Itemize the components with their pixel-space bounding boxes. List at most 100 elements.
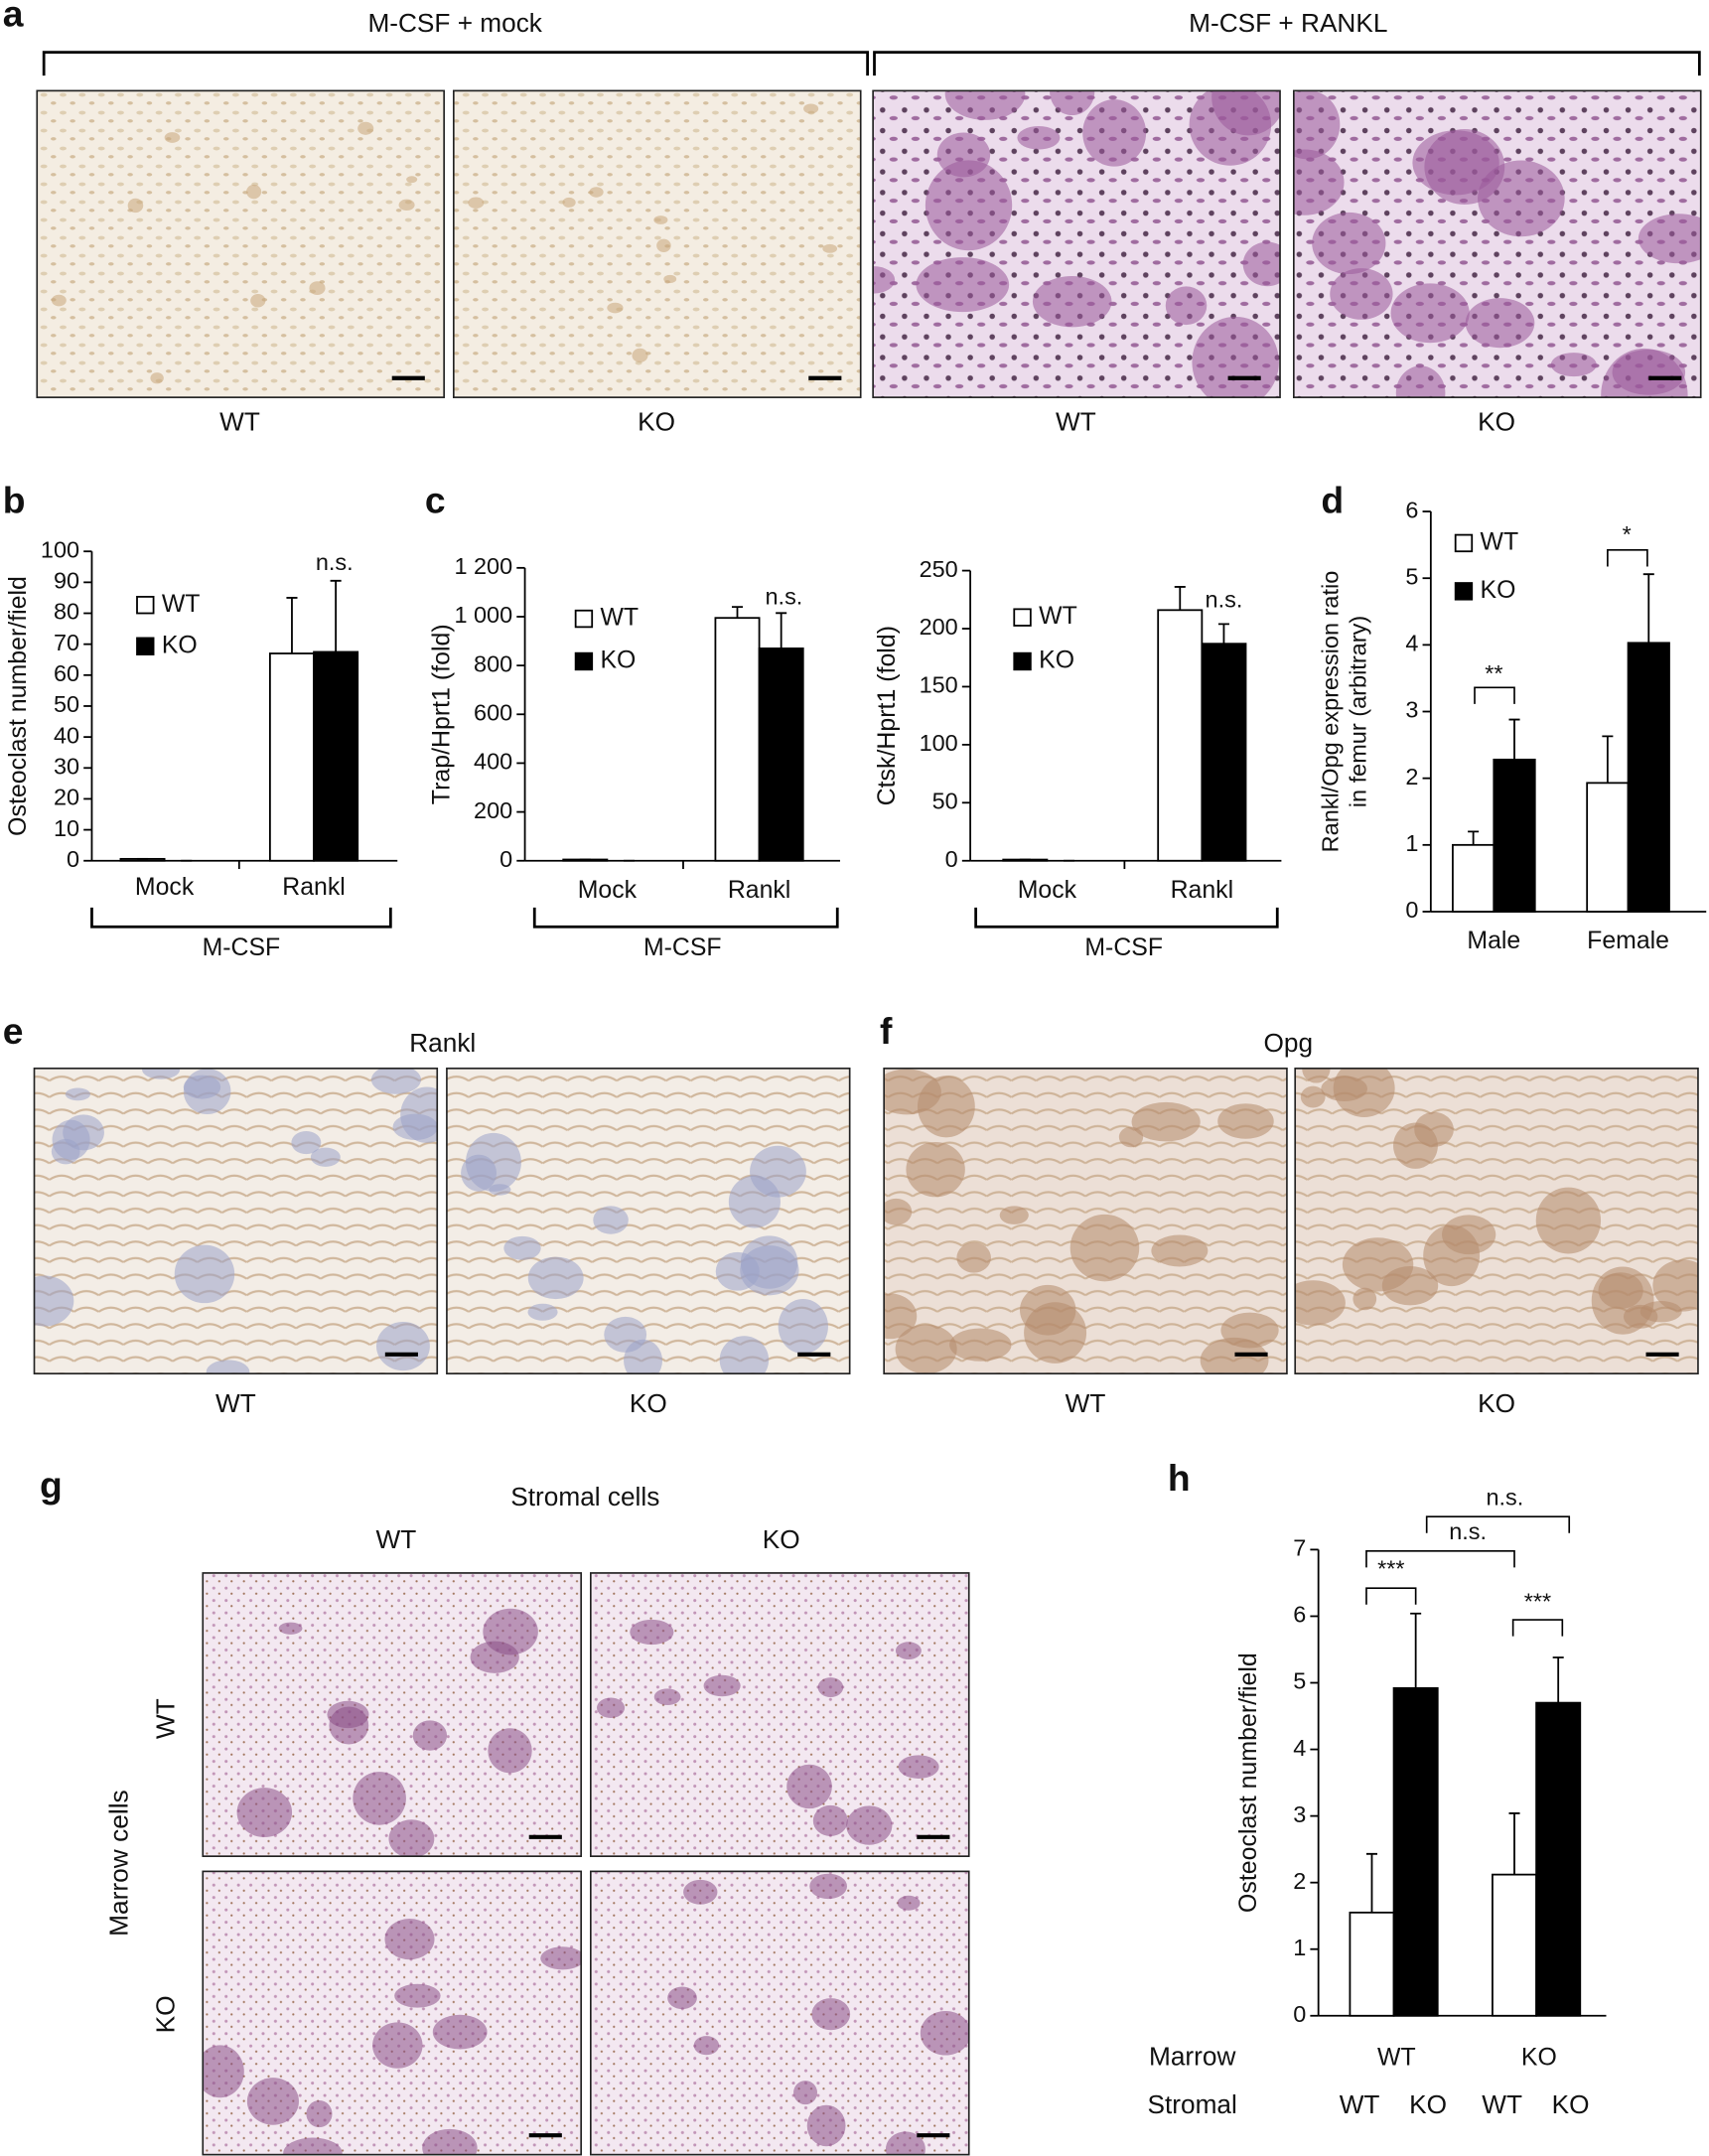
cell (1082, 99, 1147, 167)
cell (52, 1119, 90, 1160)
legend-label: WT (1039, 602, 1077, 630)
cell (306, 2100, 333, 2128)
cell (236, 1788, 293, 1837)
cell (1151, 1234, 1209, 1267)
cell (527, 1256, 584, 1300)
micrograph-frame (590, 1572, 970, 1857)
micrograph (37, 90, 445, 398)
bar (1392, 1686, 1439, 2017)
y-tick-label: 10 (54, 815, 79, 841)
error-bar (1410, 1612, 1422, 1688)
x-tick-label: Mock (1018, 876, 1077, 904)
cell (1211, 90, 1281, 136)
cell (936, 132, 991, 178)
cell (1024, 1302, 1087, 1364)
legend-swatch (136, 637, 155, 655)
cell (164, 132, 181, 143)
bar-label: KO (1409, 2089, 1447, 2119)
bar (1157, 609, 1204, 862)
cell (656, 238, 671, 252)
column-label: WT (375, 1524, 416, 1554)
y-tick-label: 100 (41, 536, 79, 562)
legend-label: KO (162, 631, 198, 658)
y-tick-label: 200 (920, 614, 958, 640)
micrograph-frame (1294, 1067, 1699, 1375)
cell (604, 1316, 647, 1353)
y-tick-label: 90 (54, 568, 79, 594)
cell (956, 1242, 991, 1273)
cell (353, 1772, 406, 1825)
cell (174, 1244, 235, 1304)
micrograph-frame (1292, 89, 1702, 398)
cell (653, 1688, 681, 1706)
annotation: *** (1524, 1589, 1551, 1615)
cell (1612, 350, 1686, 395)
micrograph-texture (37, 90, 445, 398)
cell (1412, 130, 1499, 196)
y-tick-label: 600 (474, 699, 512, 725)
cell (183, 1075, 221, 1099)
panel-label: b (3, 480, 26, 521)
cell (291, 1130, 322, 1155)
cell (1032, 276, 1112, 328)
y-axis-label: in femur (arbitrary) (1345, 616, 1370, 807)
micrograph-frame (202, 1870, 582, 2156)
cell (703, 1674, 741, 1697)
micrograph (1295, 1068, 1698, 1374)
y-axis-label: Rankl/Opg expression ratio (1318, 571, 1344, 853)
bar (1349, 1911, 1395, 2017)
cell (489, 1184, 511, 1196)
sig-bracket (1511, 1619, 1564, 1637)
panel-label: a (3, 0, 24, 35)
cell (127, 198, 144, 214)
cell (432, 2014, 488, 2050)
bar (1586, 782, 1630, 913)
cell (817, 1677, 844, 1698)
group-label: M-CSF + mock (367, 8, 542, 38)
cell (663, 274, 677, 284)
cell (1465, 298, 1535, 349)
x-tick-label: Rankl (1171, 876, 1234, 904)
bar (1201, 643, 1247, 862)
bar (1492, 1873, 1538, 2017)
cell (1293, 149, 1345, 216)
image-label: KO (1478, 1388, 1515, 1418)
cell (1165, 286, 1208, 326)
cell (65, 1087, 91, 1101)
y-tick-label: 1 000 (454, 602, 512, 628)
bar-label: WT (1482, 2089, 1522, 2119)
bracket (873, 51, 1701, 76)
error-bar (1217, 623, 1229, 645)
cell (885, 2131, 926, 2155)
micrograph-texture (34, 1068, 438, 1374)
image-label: WT (215, 1388, 256, 1418)
error-bar (1602, 735, 1614, 784)
panel-label: d (1321, 480, 1344, 521)
micrograph-frame (452, 89, 862, 398)
cell (278, 1622, 303, 1635)
bar (1627, 642, 1670, 913)
micrograph (884, 1068, 1287, 1374)
y-tick-label: 150 (920, 672, 958, 698)
legend-swatch (1454, 582, 1474, 601)
y-axis-label: Osteoclast number/field (4, 576, 32, 836)
y-tick-label: 800 (474, 650, 512, 676)
cell (309, 281, 326, 295)
cell (809, 1873, 847, 1900)
micrograph (1293, 90, 1701, 398)
cell (310, 1147, 341, 1167)
cell (1591, 1266, 1654, 1335)
cell (1550, 353, 1597, 377)
cell (999, 1206, 1029, 1224)
micrograph-texture (590, 1871, 969, 2155)
cell (719, 1336, 770, 1374)
cell (1242, 241, 1281, 287)
cell (203, 2045, 244, 2098)
x-tick-label: KO (1521, 2043, 1557, 2071)
micrograph (873, 90, 1281, 398)
x-tick-label: WT (1377, 2043, 1416, 2071)
x-tick-label: Female (1587, 927, 1669, 954)
y-axis-label: Ctsk/Hprt1 (fold) (873, 626, 901, 805)
cell (468, 197, 485, 209)
cell (1017, 126, 1061, 150)
